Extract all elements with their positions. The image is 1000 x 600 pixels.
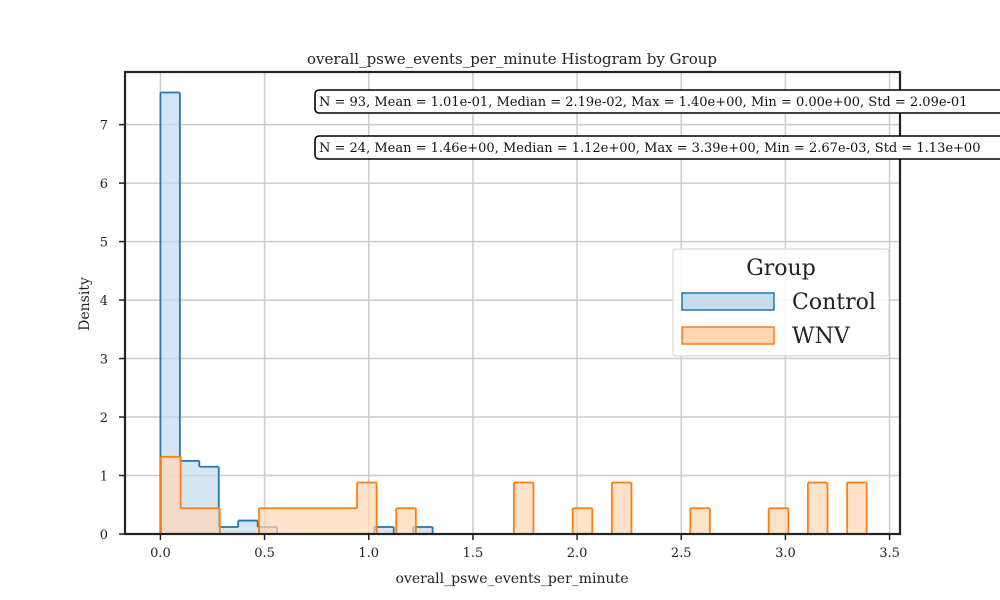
bar-control — [160, 92, 180, 534]
y-tick-label: 4 — [100, 294, 108, 309]
legend-label-wnv: WNV — [792, 324, 851, 349]
bar-wnv — [807, 482, 828, 534]
bar-wnv — [690, 508, 710, 534]
stats-text-control: N = 93, Mean = 1.01e-01, Median = 2.19e-… — [319, 95, 967, 110]
bar-wnv — [200, 508, 220, 534]
bar-control — [238, 520, 258, 534]
bar-wnv — [278, 508, 299, 534]
bar-wnv — [513, 482, 534, 534]
y-tick-label: 5 — [100, 236, 108, 251]
y-tick-label: 3 — [100, 353, 108, 368]
bar-control — [413, 526, 433, 534]
bar-wnv — [357, 482, 377, 534]
y-tick-label: 2 — [100, 411, 108, 426]
x-tick-label: 3.0 — [775, 546, 796, 561]
y-tick-label: 6 — [100, 177, 108, 192]
y-axis-label: Density — [77, 277, 93, 331]
bar-wnv — [396, 508, 416, 534]
x-tick-label: 1.0 — [358, 546, 379, 561]
stats-text-wnv: N = 24, Mean = 1.46e+00, Median = 1.12e+… — [319, 141, 980, 156]
bar-wnv — [572, 508, 593, 534]
bar-wnv — [337, 508, 358, 534]
stats-box-wnv — [314, 135, 1000, 160]
axes-frame — [123, 70, 902, 536]
bar-wnv — [611, 482, 632, 534]
bar-wnv — [768, 508, 789, 534]
bar-wnv — [259, 508, 279, 534]
x-axis-label: overall_pswe_events_per_minute — [396, 571, 629, 587]
legend-swatch-control — [681, 292, 775, 311]
x-tick-label: 0.5 — [254, 546, 275, 561]
stats-annotations: N = 93, Mean = 1.01e-01, Median = 2.19e-… — [314, 89, 1000, 160]
y-tick-label: 1 — [100, 470, 108, 485]
x-tick-label: 2.0 — [567, 546, 588, 561]
bar-wnv — [298, 508, 318, 534]
step-outline-wnv — [160, 455, 868, 534]
legend-swatch-wnv — [681, 326, 775, 345]
y-tick-label: 0 — [100, 528, 108, 543]
bar-wnv — [847, 482, 867, 534]
plot-area — [159, 91, 868, 534]
x-tick-label: 0.0 — [150, 546, 171, 561]
x-tick-label: 1.5 — [463, 546, 484, 561]
x-tick-label: 3.5 — [879, 546, 900, 561]
bar-control — [218, 526, 239, 534]
stats-box-control — [314, 89, 1000, 114]
y-tick-label: 7 — [100, 119, 108, 134]
axes: 0.0 0.5 1.0 1.5 2.0 2.5 3.0 3.5 0 1 2 3 4 5 6 7 — [100, 70, 902, 561]
bar-wnv — [180, 508, 201, 534]
series-wnv — [160, 455, 868, 534]
chart-title: overall_pswe_events_per_minute Histogram… — [307, 50, 717, 68]
legend-title: Group — [746, 256, 816, 281]
bar-control — [374, 526, 394, 534]
legend-label-control: Control — [792, 290, 876, 315]
legend: Group Control WNV — [672, 248, 890, 357]
bar-wnv — [160, 456, 181, 534]
x-tick-label: 2.5 — [671, 546, 692, 561]
bar-wnv — [317, 508, 338, 534]
